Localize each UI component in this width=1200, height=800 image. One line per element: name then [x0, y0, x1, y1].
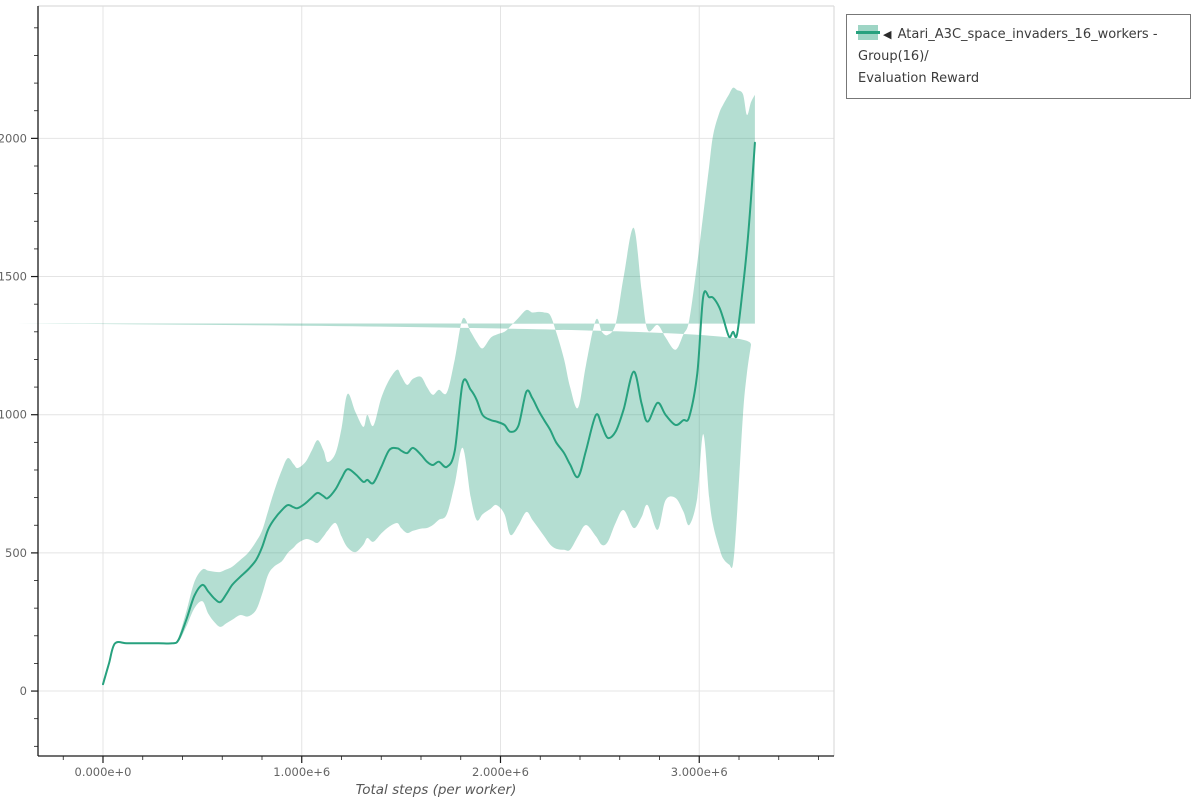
tick-labels: 0 500 1000 1500 2000 0.000e+0 1.000e+6 2.000e+6… — [0, 131, 728, 779]
x-tick-label: 0.000e+0 — [75, 765, 132, 779]
legend-collapse-triangle-icon[interactable]: ◀ — [883, 28, 892, 41]
confidence-band — [0, 87, 755, 685]
x-tick-label: 2.000e+6 — [472, 765, 529, 779]
legend-band-swatch — [856, 25, 880, 40]
y-tick-label: 1500 — [0, 270, 27, 284]
major-ticks — [31, 137, 700, 763]
x-tick-label: 1.000e+6 — [273, 765, 330, 779]
x-axis-title: Total steps (per worker) — [356, 782, 517, 798]
y-tick-label: 0 — [20, 684, 27, 698]
y-tick-label: 500 — [5, 546, 27, 560]
legend-label-line1: Atari_A3C_space_invaders_16_workers - Gr… — [858, 27, 1158, 64]
legend-label-line2: Evaluation Reward — [858, 71, 980, 86]
plot-border — [38, 5, 835, 756]
y-tick-label: 2000 — [0, 131, 27, 145]
axes — [37, 6, 834, 757]
legend[interactable]: ◀ Atari_A3C_space_invaders_16_workers - … — [846, 14, 1191, 99]
minor-ticks — [34, 27, 819, 760]
evaluation-reward-line — [102, 141, 756, 686]
legend-line-swatch — [856, 31, 880, 34]
gridlines — [38, 6, 834, 756]
x-tick-label: 3.000e+6 — [671, 765, 728, 779]
y-tick-label: 1000 — [0, 408, 27, 422]
